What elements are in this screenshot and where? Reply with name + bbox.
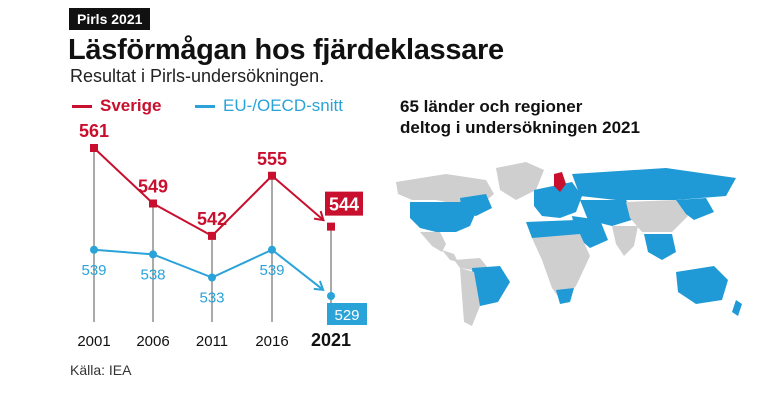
page-title: Läsförmågan hos fjärdeklassare bbox=[68, 34, 504, 66]
line-chart: 561 549 542 555 544 539 538 533 539 529 2001 2006 20… bbox=[77, 121, 367, 350]
header-tag: Pirls 2021 bbox=[69, 8, 151, 30]
map-greenland bbox=[496, 162, 544, 200]
eu-segment-0 bbox=[93, 248, 154, 256]
eu-highlight-box bbox=[327, 303, 367, 325]
map-south-africa bbox=[556, 288, 574, 304]
source-note: Källa: IEA bbox=[70, 362, 132, 378]
eu-segment-1 bbox=[152, 253, 213, 279]
sverige-label-2016: 555 bbox=[257, 149, 287, 169]
eu-label-2011: 533 bbox=[199, 290, 224, 307]
map-caption: 65 länder och regioner deltog i undersök… bbox=[400, 96, 730, 138]
sverige-label-2001: 561 bbox=[79, 121, 109, 141]
x-tick-label-2016: 2016 bbox=[255, 333, 288, 350]
sverige-marker-2001 bbox=[90, 144, 98, 152]
sverige-marker-2021 bbox=[327, 222, 335, 231]
eu-label-2016: 539 bbox=[259, 262, 284, 279]
x-tick-label-2006: 2006 bbox=[136, 333, 169, 350]
world-map bbox=[396, 162, 742, 326]
sverige-segment-0 bbox=[93, 147, 154, 205]
eu-marker-2011 bbox=[208, 273, 216, 282]
eu-label-2006: 538 bbox=[140, 266, 165, 283]
legend-swatch-eu bbox=[195, 104, 215, 108]
map-africa-north bbox=[526, 220, 580, 240]
map-africa bbox=[532, 234, 590, 302]
map-russia bbox=[572, 168, 736, 200]
legend-label-eu: EU-/OECD-snitt bbox=[223, 96, 343, 115]
eu-marker-2016 bbox=[268, 245, 276, 254]
map-australia bbox=[676, 266, 728, 304]
sverige-marker-2016 bbox=[268, 171, 276, 180]
map-east-asia bbox=[676, 198, 714, 220]
eu-marker-2021 bbox=[327, 292, 335, 300]
sverige-label-2021: 544 bbox=[329, 195, 359, 215]
legend-swatch-sverige bbox=[72, 104, 92, 108]
map-southeast-asia bbox=[644, 234, 676, 260]
eu-segment-last bbox=[271, 248, 323, 290]
x-tick-label-2021: 2021 bbox=[311, 330, 351, 350]
legend-item-sverige: Sverige bbox=[72, 96, 161, 116]
map-usa bbox=[410, 202, 476, 232]
map-caption-line2: deltog i undersökningen 2021 bbox=[400, 118, 640, 137]
sverige-segment-1 bbox=[152, 202, 213, 237]
x-tick-label-2011: 2011 bbox=[196, 333, 228, 350]
map-caption-line1: 65 länder och regioner bbox=[400, 97, 583, 116]
sverige-label-2006: 549 bbox=[138, 177, 168, 197]
map-sweden bbox=[554, 172, 566, 192]
map-india bbox=[612, 226, 638, 256]
eu-marker-2001 bbox=[90, 245, 98, 254]
map-south-america-north bbox=[454, 258, 488, 270]
eu-arrowhead bbox=[313, 280, 325, 291]
map-central-america bbox=[442, 250, 458, 262]
eu-segment-2 bbox=[211, 248, 273, 279]
legend-label-sverige: Sverige bbox=[100, 96, 162, 115]
sverige-segment-2 bbox=[211, 175, 273, 237]
sverige-highlight-box bbox=[325, 191, 363, 216]
page-subtitle: Resultat i Pirls-undersökningen. bbox=[70, 66, 325, 86]
eu-marker-2006 bbox=[149, 250, 157, 259]
map-china bbox=[626, 200, 688, 232]
sverige-segment-last bbox=[271, 174, 323, 220]
eu-label-2001: 539 bbox=[81, 262, 106, 279]
sverige-marker-2011 bbox=[208, 231, 216, 240]
map-south-america-south bbox=[460, 268, 480, 326]
map-mexico bbox=[420, 232, 446, 252]
map-new-zealand bbox=[732, 300, 742, 316]
eu-label-2021: 529 bbox=[334, 307, 359, 324]
sverige-label-2011: 542 bbox=[197, 209, 227, 229]
map-brazil bbox=[472, 266, 510, 306]
x-tick-label-2001: 2001 bbox=[77, 333, 110, 350]
legend-item-eu: EU-/OECD-snitt bbox=[195, 96, 343, 116]
sverige-arrowhead bbox=[313, 210, 325, 222]
sverige-marker-2006 bbox=[149, 199, 157, 208]
map-europe bbox=[534, 182, 582, 218]
